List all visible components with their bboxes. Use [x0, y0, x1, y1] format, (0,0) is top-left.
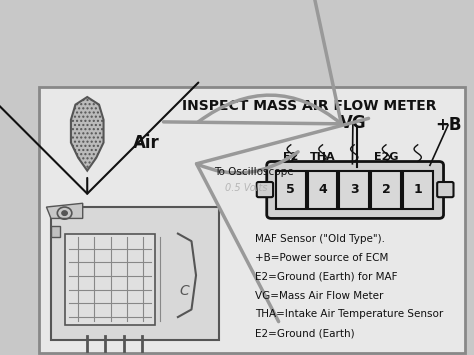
Text: E2G: E2G — [374, 152, 398, 162]
Bar — [403, 171, 433, 209]
Bar — [371, 171, 401, 209]
Text: 4: 4 — [318, 184, 327, 196]
Text: E2=Ground (Earth) for MAF: E2=Ground (Earth) for MAF — [255, 272, 398, 282]
Text: E2: E2 — [283, 152, 299, 162]
Text: THA=Intake Air Temperature Sensor: THA=Intake Air Temperature Sensor — [255, 310, 443, 320]
Polygon shape — [46, 203, 82, 218]
Text: VG=Mass Air Flow Meter: VG=Mass Air Flow Meter — [255, 290, 383, 300]
FancyBboxPatch shape — [267, 162, 444, 218]
Text: MAF Sensor ("Old Type").: MAF Sensor ("Old Type"). — [255, 234, 385, 244]
Text: VG: VG — [339, 114, 366, 132]
Text: E2=Ground (Earth): E2=Ground (Earth) — [255, 328, 355, 338]
Text: 2: 2 — [382, 184, 390, 196]
Text: +B: +B — [435, 116, 461, 134]
Bar — [339, 171, 369, 209]
Text: 0.5 Volts: 0.5 Volts — [225, 183, 267, 193]
Bar — [276, 171, 306, 209]
FancyBboxPatch shape — [51, 207, 219, 340]
Text: To Oscilloscope: To Oscilloscope — [214, 167, 294, 177]
Text: 3: 3 — [350, 184, 358, 196]
Bar — [308, 171, 337, 209]
Text: +B=Power source of ECM: +B=Power source of ECM — [255, 252, 388, 263]
Bar — [64, 234, 155, 325]
Text: Air: Air — [133, 133, 160, 152]
Polygon shape — [71, 97, 103, 171]
FancyBboxPatch shape — [257, 182, 273, 197]
Text: 1: 1 — [413, 184, 422, 196]
Text: 5: 5 — [286, 184, 295, 196]
Text: INSPECT MASS AIR FLOW METER: INSPECT MASS AIR FLOW METER — [182, 99, 437, 113]
Polygon shape — [51, 226, 60, 237]
FancyBboxPatch shape — [437, 182, 454, 197]
Text: C: C — [179, 284, 189, 297]
Circle shape — [62, 211, 67, 215]
Text: THA: THA — [310, 152, 335, 162]
